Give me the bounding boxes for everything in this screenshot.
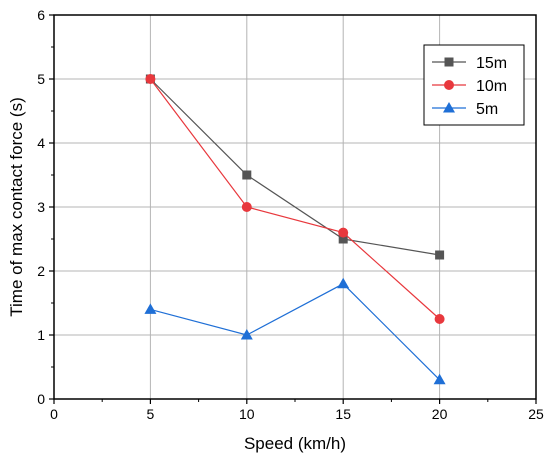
data-point	[338, 234, 348, 244]
legend-label: 5m	[476, 101, 498, 118]
x-tick-label: 0	[50, 406, 58, 422]
series-line	[149, 78, 440, 256]
data-point	[144, 303, 157, 314]
data-point	[338, 227, 349, 238]
x-tick-label: 20	[432, 406, 448, 422]
data-point	[433, 373, 446, 385]
data-point	[240, 329, 253, 340]
legend: 15m 10m 5m	[423, 44, 525, 126]
y-tick-label: 3	[37, 199, 45, 215]
series-5m	[144, 277, 446, 385]
legend-item: 15m	[432, 55, 507, 72]
series-15m	[145, 74, 445, 260]
series-line	[150, 283, 441, 381]
axis-ticks: 0 5 10 15 20 25 0 1 2 3 4 5 6	[37, 7, 544, 422]
legend-marker	[444, 80, 454, 90]
y-tick-label: 4	[37, 135, 45, 151]
legend-label: 10m	[476, 78, 507, 95]
legend-item: 5m	[432, 101, 498, 118]
x-tick-label: 10	[239, 406, 255, 422]
series-line	[149, 78, 441, 320]
data-point	[242, 170, 252, 180]
series-layer	[144, 74, 446, 385]
series-10m	[145, 74, 445, 324]
x-tick-label: 25	[528, 406, 544, 422]
y-tick-label: 0	[37, 391, 45, 407]
y-tick-label: 1	[37, 327, 45, 343]
data-point	[435, 250, 445, 260]
x-tick-label: 5	[147, 406, 155, 422]
y-tick-label: 6	[37, 7, 45, 23]
legend-marker	[444, 57, 454, 67]
legend-label: 15m	[476, 55, 507, 72]
y-tick-label: 5	[37, 71, 45, 87]
x-tick-label: 15	[335, 406, 351, 422]
data-point	[337, 277, 350, 289]
legend-marker	[443, 102, 455, 113]
data-point	[145, 74, 156, 84]
y-tick-label: 2	[37, 263, 45, 279]
y-axis-title: Time of max contact force (s)	[7, 97, 26, 316]
data-point	[434, 314, 445, 324]
data-point	[241, 202, 252, 212]
legend-item: 10m	[432, 78, 507, 95]
x-axis-title: Speed (km/h)	[244, 434, 346, 453]
